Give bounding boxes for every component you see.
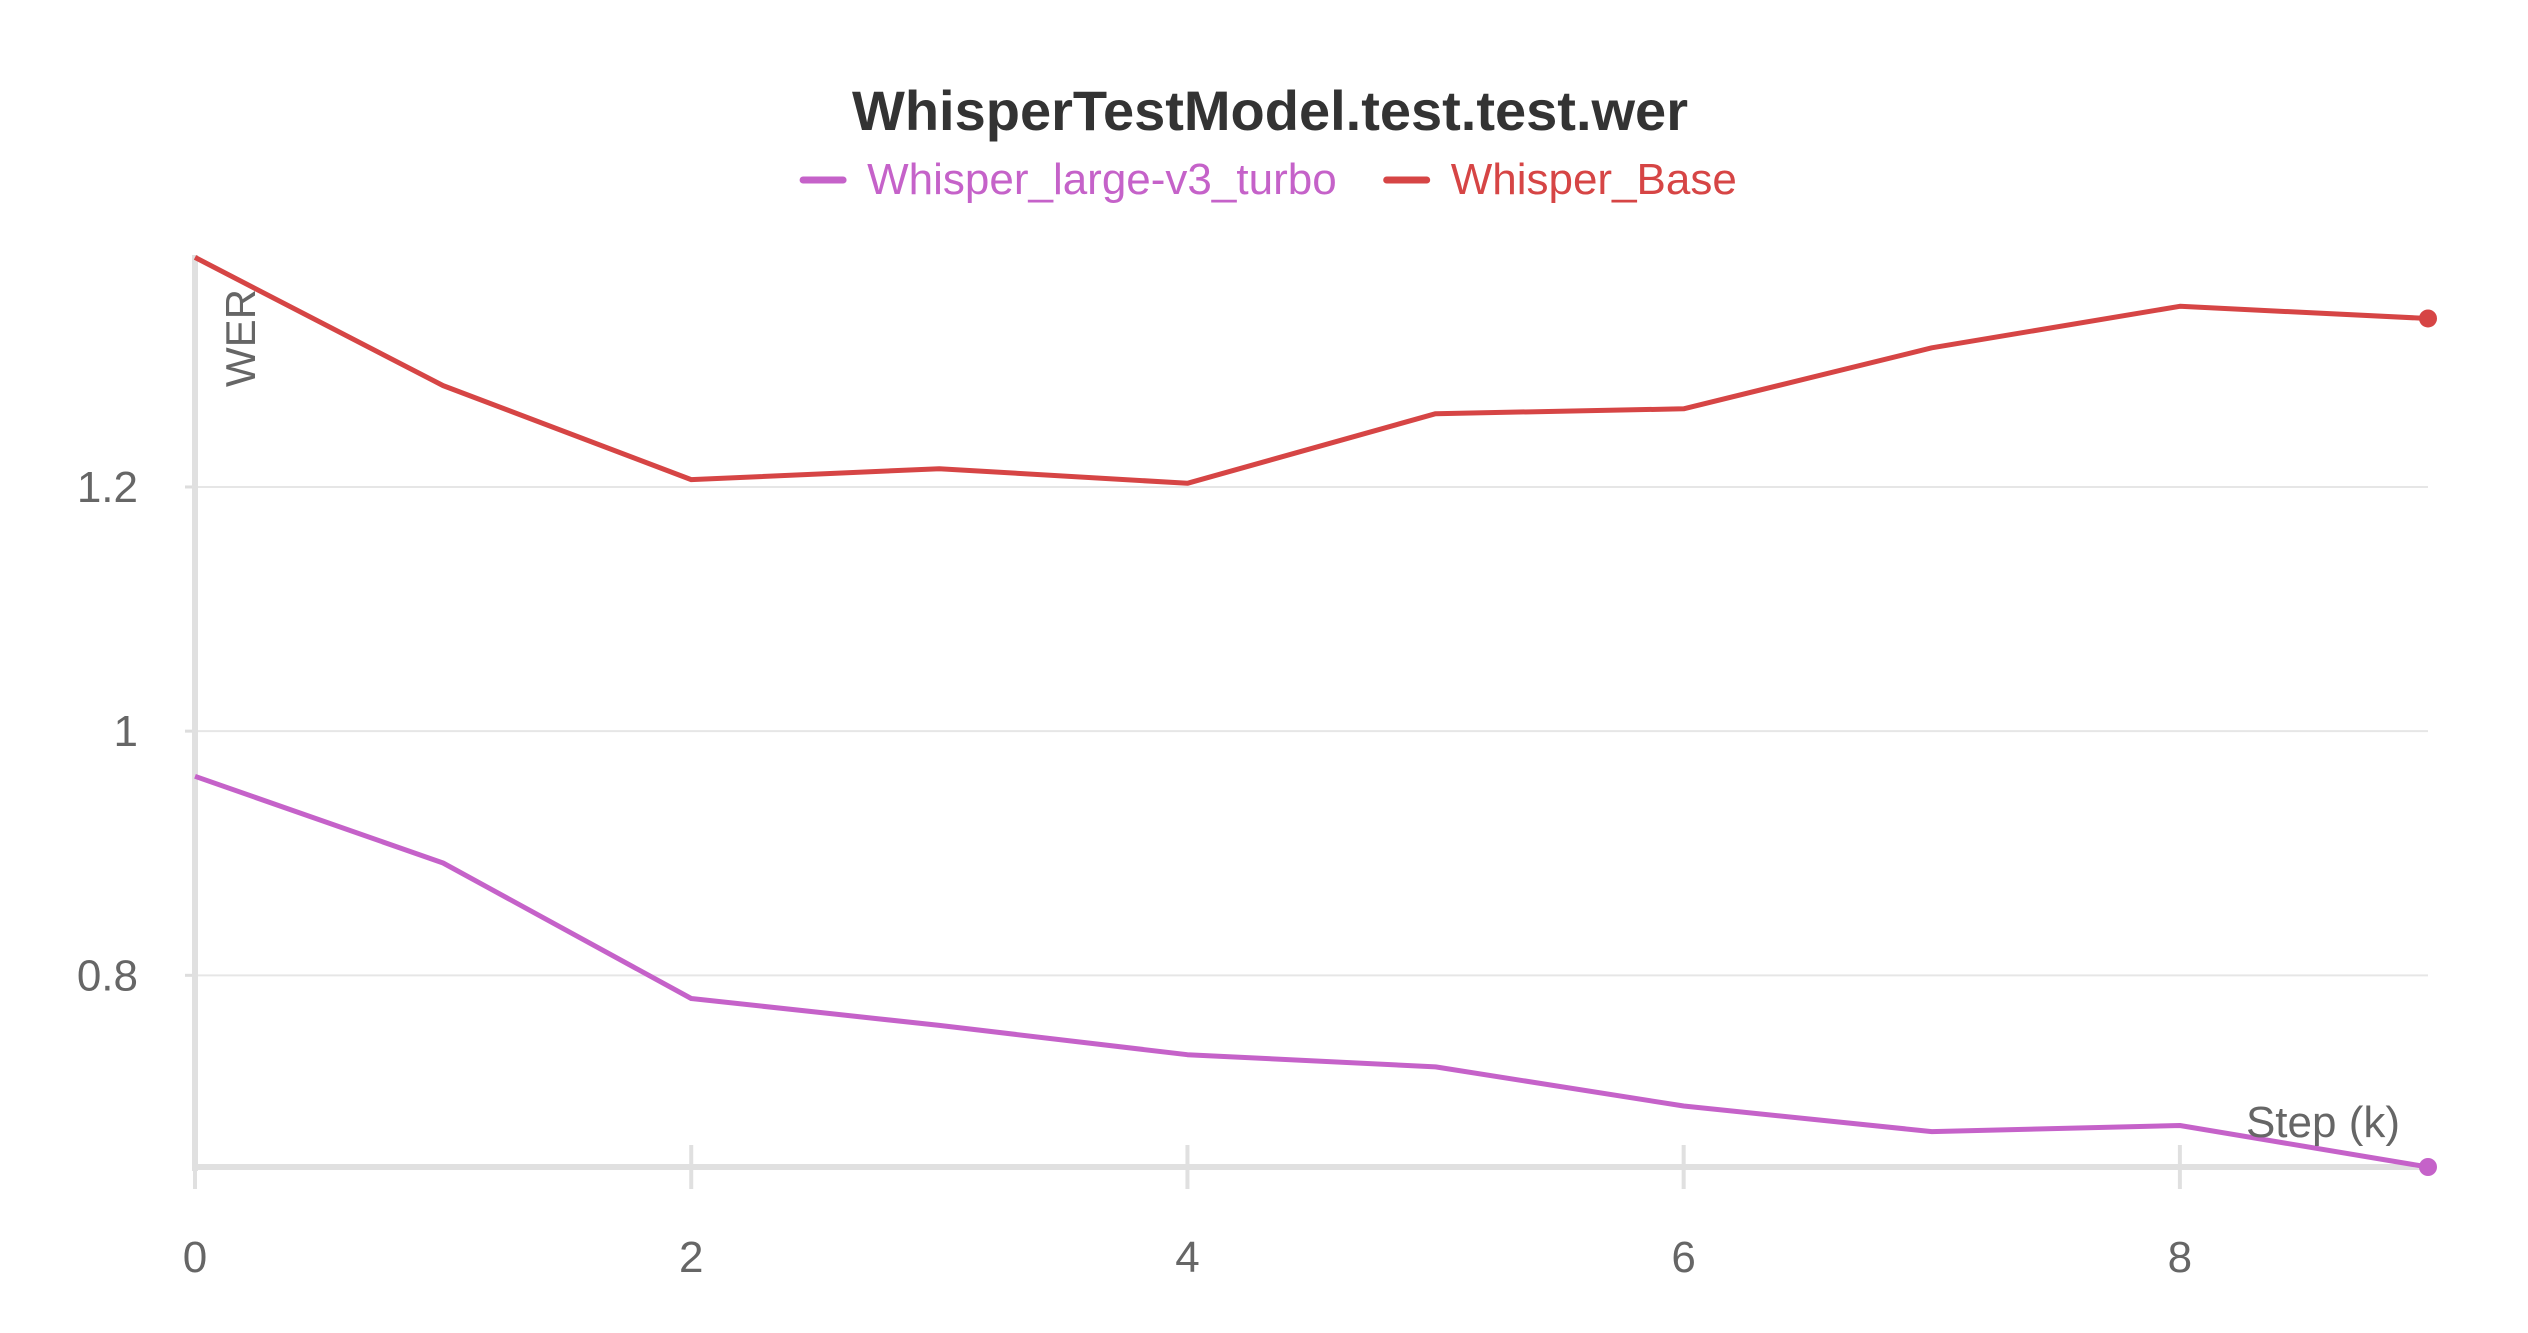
legend-label: Whisper_large-v3_turbo [867, 155, 1337, 204]
grid-layer [195, 487, 2428, 975]
y-tick-label: 0.8 [77, 951, 138, 1000]
x-tick-label: 4 [1175, 1233, 1199, 1282]
series-layer [195, 257, 2437, 1176]
x-tick-label: 8 [2168, 1233, 2192, 1282]
y-tick-label: 1.2 [77, 463, 138, 512]
chart-title: WhisperTestModel.test.test.wer [852, 79, 1688, 142]
legend: Whisper_large-v3_turbo Whisper_Base [803, 155, 1737, 204]
legend-label: Whisper_Base [1451, 155, 1737, 204]
x-tick-label: 6 [1671, 1233, 1695, 1282]
x-axis-label: Step (k) [2246, 1098, 2400, 1147]
legend-item: Whisper_large-v3_turbo [803, 155, 1337, 204]
y-tick-label: 1 [114, 707, 138, 756]
x-tick-label: 2 [679, 1233, 703, 1282]
legend-item: Whisper_Base [1387, 155, 1737, 204]
series-line-whisper-large-v3-turbo [195, 776, 2428, 1167]
series-line-whisper-base [195, 257, 2428, 483]
label-layer: WhisperTestModel.test.test.wer WER Step … [217, 79, 2400, 1147]
y-axis-label: WER [217, 289, 264, 387]
series-end-point [2419, 309, 2437, 327]
series-end-point [2419, 1158, 2437, 1176]
x-tick-label: 0 [183, 1233, 207, 1282]
series-whisper-base [195, 257, 2437, 483]
